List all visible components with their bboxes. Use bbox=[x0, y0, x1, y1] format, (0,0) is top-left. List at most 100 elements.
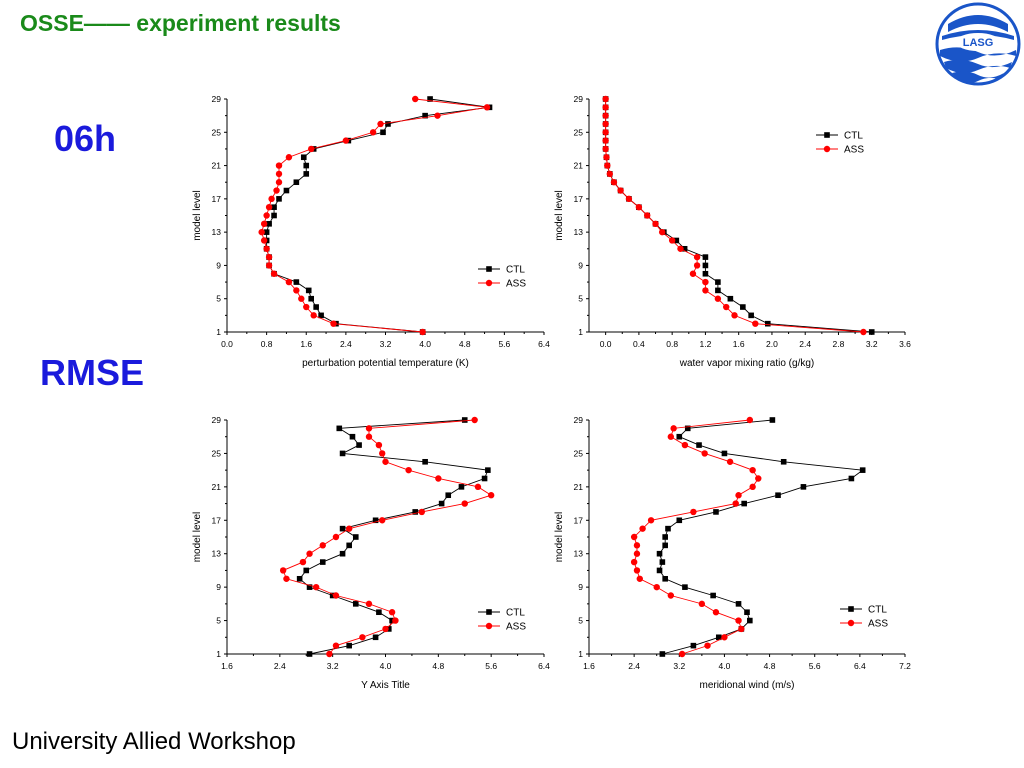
data-point-ass bbox=[602, 145, 609, 153]
y-tick-label: 17 bbox=[574, 194, 584, 204]
data-point-ass bbox=[260, 237, 268, 244]
data-point-ctl bbox=[485, 467, 491, 473]
data-point-ass bbox=[487, 492, 495, 499]
y-tick-label: 17 bbox=[212, 194, 222, 204]
data-point-ctl bbox=[372, 634, 379, 641]
y-tick-label: 5 bbox=[216, 616, 221, 626]
legend-marker bbox=[848, 606, 854, 612]
x-tick-label: 2.8 bbox=[833, 339, 845, 349]
data-point-ass bbox=[658, 228, 666, 236]
data-point-ass bbox=[681, 441, 689, 449]
legend-label: ASS bbox=[506, 622, 526, 633]
data-point-ass bbox=[306, 550, 313, 557]
data-point-ctl bbox=[684, 425, 691, 432]
data-point-ass bbox=[365, 600, 373, 608]
data-point-ass bbox=[653, 583, 660, 591]
data-point-ass bbox=[474, 483, 482, 491]
y-tick-label: 5 bbox=[578, 294, 583, 304]
data-point-ass bbox=[258, 228, 265, 236]
data-point-ctl bbox=[461, 417, 468, 423]
data-point-ass bbox=[388, 609, 396, 616]
y-tick-label: 29 bbox=[574, 94, 584, 104]
data-point-ass bbox=[270, 270, 278, 277]
data-point-ass bbox=[668, 237, 676, 244]
data-point-ctl bbox=[296, 575, 303, 582]
data-point-ass bbox=[332, 642, 340, 649]
data-point-ass bbox=[365, 433, 373, 440]
data-point-ctl bbox=[303, 162, 310, 169]
data-point-ass bbox=[298, 295, 305, 302]
legend-marker bbox=[485, 622, 493, 630]
data-point-ass bbox=[602, 112, 609, 119]
data-point-ass bbox=[369, 129, 377, 136]
data-point-ctl bbox=[740, 304, 746, 310]
data-point-ass bbox=[630, 558, 638, 566]
data-point-ctl bbox=[662, 534, 668, 540]
data-point-ctl bbox=[266, 221, 272, 227]
data-point-ctl bbox=[715, 279, 721, 285]
data-point-ass bbox=[702, 278, 709, 286]
x-tick-label: 0.8 bbox=[261, 339, 273, 349]
data-point-ass bbox=[678, 650, 686, 658]
data-point-ass bbox=[382, 458, 389, 465]
data-point-ass bbox=[693, 253, 701, 261]
data-point-ctl bbox=[352, 534, 359, 540]
data-point-ass bbox=[610, 179, 618, 186]
legend-marker bbox=[823, 145, 831, 153]
data-point-ass bbox=[602, 104, 609, 111]
data-point-ctl bbox=[735, 601, 742, 607]
data-point-ctl bbox=[346, 642, 352, 649]
data-point-ass bbox=[667, 592, 675, 599]
data-point-ass bbox=[602, 120, 609, 128]
legend-label: CTL bbox=[506, 265, 525, 276]
x-tick-label: 1.6 bbox=[733, 339, 745, 349]
y-tick-label: 5 bbox=[216, 294, 221, 304]
data-point-ctl bbox=[271, 204, 277, 210]
data-point-ctl bbox=[656, 550, 663, 557]
y-tick-label: 17 bbox=[574, 515, 584, 525]
data-point-ass bbox=[345, 525, 353, 532]
x-tick-label: 5.6 bbox=[485, 661, 497, 671]
y-tick-label: 29 bbox=[212, 415, 222, 425]
data-point-ctl bbox=[445, 492, 452, 499]
legend-marker bbox=[486, 266, 492, 272]
data-point-ctl bbox=[386, 626, 392, 632]
data-point-ctl bbox=[859, 467, 866, 473]
y-tick-label: 13 bbox=[212, 549, 222, 559]
data-point-ass bbox=[265, 203, 273, 211]
data-point-ass bbox=[330, 320, 337, 327]
data-point-ctl bbox=[744, 609, 750, 616]
data-point-ass bbox=[405, 466, 412, 474]
data-point-ass bbox=[435, 475, 442, 482]
data-point-ass bbox=[698, 600, 706, 608]
data-point-ass bbox=[260, 220, 268, 228]
data-point-ctl bbox=[748, 312, 754, 319]
data-point-ass bbox=[677, 245, 684, 252]
data-point-ass bbox=[285, 278, 293, 286]
x-tick-label: 2.4 bbox=[274, 661, 286, 671]
data-point-ass bbox=[732, 500, 739, 507]
data-point-ass bbox=[604, 162, 611, 169]
y-tick-label: 21 bbox=[574, 482, 584, 492]
data-point-ass bbox=[749, 483, 756, 491]
data-point-ctl bbox=[303, 171, 310, 177]
data-point-ctl bbox=[349, 433, 356, 440]
data-point-ass bbox=[265, 253, 273, 261]
data-point-ctl bbox=[715, 634, 722, 641]
x-tick-label: 5.6 bbox=[498, 339, 510, 349]
legend-marker bbox=[486, 609, 492, 615]
data-point-ass bbox=[419, 328, 426, 336]
data-point-ass bbox=[735, 492, 742, 499]
y-tick-label: 21 bbox=[212, 482, 222, 492]
logo-text: LASG bbox=[963, 37, 994, 49]
data-point-ass bbox=[392, 617, 399, 624]
data-point-ass bbox=[606, 170, 613, 178]
data-point-ctl bbox=[352, 601, 359, 607]
y-axis-label: model level bbox=[192, 190, 203, 241]
data-point-ctl bbox=[662, 542, 668, 549]
data-point-ass bbox=[731, 312, 738, 319]
data-point-ctl bbox=[715, 287, 721, 294]
x-tick-label: 3.2 bbox=[327, 661, 339, 671]
